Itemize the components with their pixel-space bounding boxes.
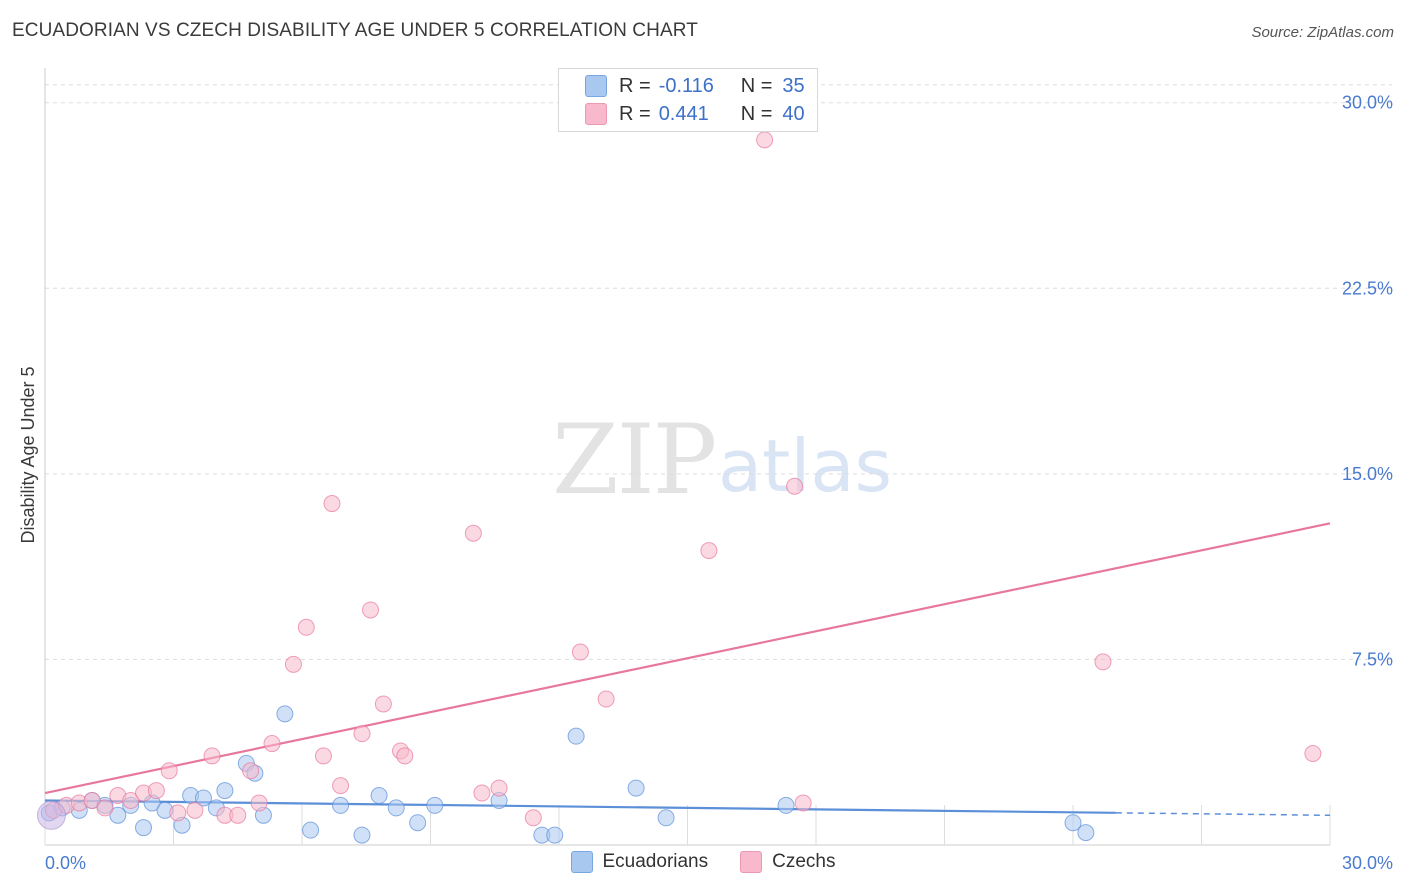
point-ecuadorian [216, 782, 234, 800]
series-legend-ecuadorians[interactable]: Ecuadorians [570, 851, 709, 873]
y-tick-label: 22.5% [1342, 278, 1393, 298]
point-ecuadorian [546, 826, 564, 844]
point-ecuadorian [276, 705, 294, 723]
point-czech [169, 804, 187, 822]
point-ecuadorian [627, 779, 645, 797]
legend-n-label: N = [740, 102, 773, 125]
legend-r-value: 0.441 [658, 102, 709, 125]
series-swatch-ecuadorians [570, 851, 593, 873]
point-czech [353, 725, 371, 743]
point-czech [332, 777, 350, 795]
point-cluster [36, 800, 66, 830]
series-legend: Ecuadorians Czechs [0, 851, 1406, 873]
data-points [36, 131, 1322, 844]
point-czech [263, 735, 281, 753]
point-czech [284, 655, 302, 673]
point-ecuadorian [370, 787, 388, 805]
point-czech [473, 784, 491, 802]
point-ecuadorian [353, 826, 371, 844]
point-ecuadorian [387, 799, 405, 817]
point-ecuadorian [657, 809, 675, 827]
point-czech [756, 131, 774, 149]
point-ecuadorian [302, 821, 320, 839]
watermark-zip: ZIP [552, 404, 717, 516]
point-czech [1094, 653, 1112, 671]
trend-lines [44, 522, 1331, 817]
point-czech [396, 747, 414, 765]
y-tick-label: 7.5% [1352, 649, 1393, 669]
point-czech [464, 524, 482, 542]
series-label-ecuadorians: Ecuadorians [602, 851, 709, 872]
point-czech [786, 477, 804, 495]
gridlines [45, 84, 1392, 660]
series-label-czechs: Czechs [772, 851, 836, 872]
legend-r-label: R = [619, 74, 651, 97]
point-czech [323, 495, 341, 513]
y-tick-label: 15.0% [1342, 464, 1393, 484]
point-czech [147, 782, 165, 800]
point-czech [490, 779, 508, 797]
watermark-atlas: atlas [718, 424, 892, 508]
point-czech [83, 791, 101, 809]
point-ecuadorian [332, 796, 350, 814]
point-ecuadorian [409, 814, 427, 832]
legend-n-value: 35 [782, 74, 805, 97]
point-czech [700, 542, 718, 560]
point-ecuadorian [426, 796, 444, 814]
legend-row-ecuadorians: R = -0.116 N = 35 [585, 73, 805, 99]
legend-swatch-czechs [585, 103, 607, 125]
point-czech [96, 799, 114, 817]
tick-labels: 7.5% 15.0% 22.5% 30.0% 0.0% 30.0% Disability A… [18, 93, 1393, 873]
point-ecuadorian [135, 819, 153, 837]
point-ecuadorian [567, 727, 585, 745]
legend-r-value: -0.116 [658, 74, 714, 97]
x-tick-label: 30.0% [1342, 853, 1393, 873]
chart-title: ECUADORIAN VS CZECH DISABILITY AGE UNDER… [12, 20, 698, 41]
point-ecuadorian [1077, 824, 1095, 842]
point-czech [203, 747, 221, 765]
correlation-legend: R = -0.116 N = 35 R = 0.441 N = 40 [558, 68, 818, 132]
point-czech [229, 806, 247, 824]
point-czech [597, 690, 615, 708]
point-ecuadorian [109, 806, 127, 824]
source-label: Source: ZipAtlas.com [1251, 24, 1394, 41]
point-czech [297, 618, 315, 636]
legend-swatch-ecuadorians [585, 75, 607, 97]
point-czech [374, 695, 392, 713]
axes [44, 68, 1331, 846]
point-ecuadorian [1064, 814, 1082, 832]
series-legend-czechs[interactable]: Czechs [740, 851, 835, 873]
point-czech [571, 643, 589, 661]
trend-line-extension [1115, 812, 1331, 817]
x-tick-label: 0.0% [45, 853, 86, 873]
point-czech [160, 762, 178, 780]
legend-row-czechs: R = 0.441 N = 40 [585, 101, 805, 127]
legend-n-value: 40 [782, 102, 805, 125]
legend-r-label: R = [619, 102, 651, 125]
point-czech [794, 794, 812, 812]
trend-line-ecuadorians [44, 799, 1116, 814]
point-czech [1304, 744, 1322, 762]
point-czech [362, 601, 380, 619]
point-czech [314, 747, 332, 765]
point-czech [242, 762, 260, 780]
point-czech [122, 791, 140, 809]
y-tick-label: 30.0% [1342, 93, 1393, 113]
point-ecuadorian [777, 796, 795, 814]
point-czech [250, 794, 268, 812]
point-ecuadorian [194, 789, 212, 807]
series-swatch-czechs [740, 851, 763, 873]
legend-n-label: N = [740, 74, 773, 97]
point-czech [524, 809, 542, 827]
point-czech [186, 801, 204, 819]
y-axis-label: Disability Age Under 5 [18, 366, 38, 543]
trend-line-czechs [44, 522, 1331, 795]
